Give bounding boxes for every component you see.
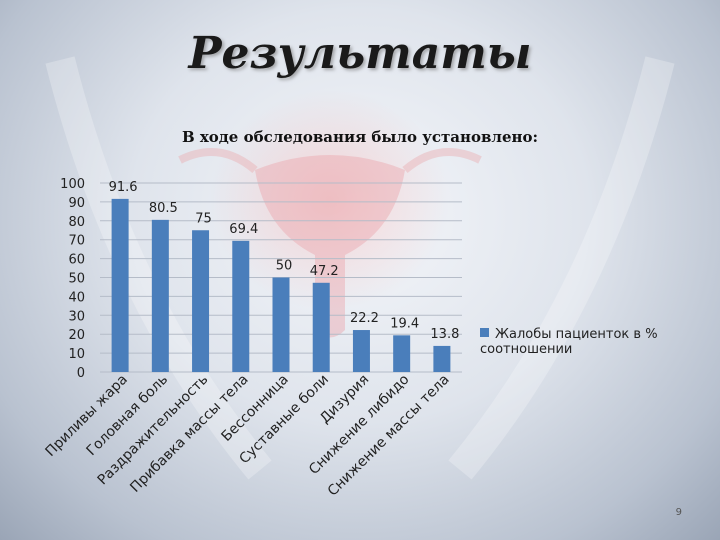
slide-subtitle: В ходе обследования было установлено: [181,128,539,146]
data-label: 50 [276,259,293,274]
bar [272,277,290,372]
y-tick-label: 60 [68,253,85,268]
legend-swatch [480,328,489,337]
y-tick-label: 100 [60,177,85,192]
y-axis-ticks: 0 10 20 30 40 50 60 70 80 90 100 [60,177,85,381]
y-tick-label: 0 [77,366,85,381]
y-tick-label: 30 [68,309,85,324]
bar [192,230,210,372]
data-label: 22.2 [350,311,379,326]
bar [433,345,451,372]
data-label: 13.8 [430,327,459,342]
y-tick-label: 20 [68,328,85,343]
y-tick-label: 40 [68,290,85,305]
data-label: 47.2 [310,264,339,279]
bar [232,240,250,372]
y-tick-label: 90 [68,196,85,211]
y-tick-label: 50 [68,272,85,287]
slide-title: Результаты [188,28,532,79]
y-tick-label: 70 [68,234,85,249]
y-tick-label: 10 [68,347,85,362]
data-label: 75 [195,211,212,226]
data-label: 91.6 [109,180,138,195]
chart-legend: Жалобы пациенток в % соотношении [480,327,700,357]
y-tick-label: 80 [68,215,85,230]
slide-number: 9 [675,507,682,518]
bar [151,219,169,372]
data-label: 80.5 [149,201,178,216]
bar [393,335,411,372]
data-labels: 91.6 80.5 75 69.4 50 47.2 22.2 19.4 13.8 [109,180,460,342]
data-label: 69.4 [229,222,258,237]
legend-label: Жалобы пациенток в % соотношении [480,327,658,357]
bar [111,198,129,372]
bar [312,282,330,372]
bars [111,198,451,372]
data-label: 19.4 [390,316,419,331]
bar [352,330,370,372]
